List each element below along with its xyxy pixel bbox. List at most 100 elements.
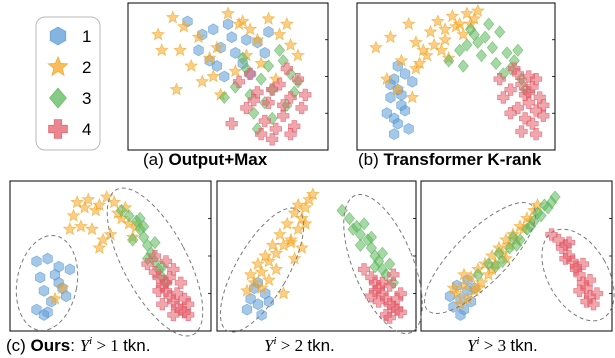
point-class-4 [504, 83, 517, 96]
caption-d: Yi > 2 tkn. [264, 335, 335, 356]
point-class-3 [489, 260, 502, 274]
point-class-3 [369, 260, 381, 274]
point-class-4 [529, 72, 543, 86]
point-class-4 [262, 96, 275, 109]
cluster-ellipse [424, 202, 536, 314]
scatter-panels [9, 2, 613, 332]
point-class-3 [358, 217, 370, 231]
point-class-2 [294, 240, 309, 254]
point-class-3 [461, 38, 473, 52]
point-class-4 [266, 133, 279, 146]
point-class-4 [273, 78, 286, 91]
point-class-1 [252, 298, 264, 311]
point-class-3 [538, 198, 551, 212]
point-class-2 [269, 262, 284, 276]
point-class-4 [569, 263, 583, 276]
point-class-2 [81, 192, 96, 206]
point-class-1 [399, 67, 411, 80]
point-class-1 [219, 70, 230, 83]
point-class-3 [454, 43, 466, 57]
point-class-2 [195, 74, 210, 88]
point-class-4 [163, 271, 176, 284]
point-class-3 [531, 206, 544, 220]
cluster-ellipse [541, 228, 615, 322]
point-class-2 [416, 43, 431, 57]
point-class-1 [241, 33, 252, 46]
point-class-3 [123, 209, 135, 223]
point-class-3 [149, 236, 161, 250]
panel-4 [216, 180, 417, 332]
point-class-2 [55, 280, 70, 295]
point-class-4 [299, 88, 312, 101]
point-class-3 [501, 46, 513, 60]
point-class-4 [152, 284, 165, 297]
point-class-3 [218, 90, 230, 105]
point-class-4 [583, 273, 597, 287]
point-class-4 [365, 290, 378, 303]
point-class-2 [298, 216, 313, 230]
point-class-2 [173, 43, 188, 57]
point-class-2 [202, 50, 217, 65]
point-class-4 [254, 128, 268, 141]
point-class-2 [446, 280, 461, 295]
legend-marker-1 [49, 26, 67, 46]
point-class-3 [365, 230, 378, 244]
point-class-4 [280, 62, 294, 75]
point-class-4 [258, 114, 271, 128]
point-class-4 [291, 72, 305, 86]
point-class-4 [504, 107, 517, 120]
point-class-4 [497, 91, 510, 104]
point-class-2 [460, 291, 475, 305]
point-class-4 [522, 86, 535, 99]
point-class-4 [225, 117, 238, 130]
point-class-3 [472, 35, 484, 50]
point-class-2 [383, 29, 398, 44]
point-class-3 [496, 254, 509, 268]
point-class-4 [493, 72, 506, 86]
point-class-1 [64, 263, 75, 276]
point-class-3 [134, 211, 146, 226]
point-class-2 [283, 37, 298, 51]
legend-box [35, 16, 101, 151]
point-class-2 [261, 11, 276, 25]
point-class-4 [387, 268, 400, 281]
point-class-1 [38, 284, 50, 297]
point-class-3 [475, 48, 488, 63]
point-class-2 [470, 3, 485, 17]
point-class-4 [232, 75, 246, 88]
point-class-3 [494, 25, 506, 39]
point-class-2 [235, 14, 250, 28]
point-class-1 [60, 290, 72, 303]
point-class-2 [191, 29, 206, 44]
point-class-2 [261, 272, 276, 287]
point-class-1 [263, 295, 275, 308]
point-class-2 [280, 216, 295, 230]
point-class-2 [449, 19, 463, 33]
point-class-2 [254, 56, 269, 70]
point-class-4 [295, 101, 308, 115]
point-class-1 [226, 31, 237, 44]
point-class-3 [549, 190, 561, 204]
panel-2 [356, 2, 556, 151]
point-class-1 [399, 104, 411, 117]
point-class-2 [243, 22, 258, 36]
cluster-ellipse [15, 234, 79, 332]
point-class-1 [222, 18, 234, 31]
point-class-2 [457, 278, 471, 292]
point-class-2 [206, 69, 221, 83]
point-class-2 [394, 53, 409, 67]
point-class-2 [250, 32, 265, 46]
point-class-4 [159, 255, 173, 268]
point-class-2 [151, 27, 166, 41]
point-class-4 [182, 298, 195, 311]
point-class-3 [464, 22, 477, 36]
point-class-2 [92, 240, 107, 254]
point-class-1 [230, 47, 241, 59]
point-class-2 [254, 280, 269, 295]
point-class-4 [511, 101, 525, 115]
point-class-2 [184, 58, 199, 72]
point-class-1 [263, 26, 274, 38]
point-class-4 [243, 67, 257, 81]
point-class-4 [515, 125, 528, 138]
point-class-3 [127, 233, 139, 247]
